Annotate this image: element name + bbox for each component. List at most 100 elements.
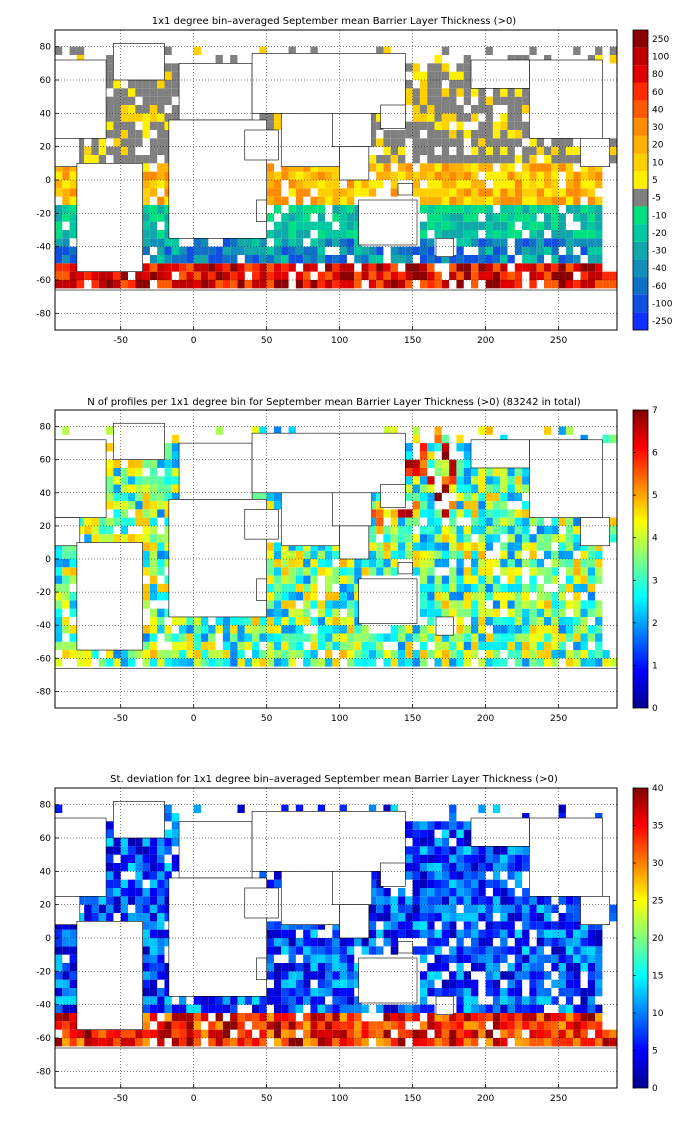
heat-cell — [303, 567, 311, 576]
heat-cell — [580, 434, 588, 444]
colorbar-label: 20 — [652, 141, 664, 151]
heat-cell — [419, 138, 428, 147]
heat-cell — [55, 641, 63, 651]
heat-cell — [157, 163, 165, 172]
heat-cell — [55, 946, 63, 955]
heat-cell — [485, 979, 493, 988]
land-area — [54, 817, 107, 897]
heat-cell — [368, 517, 377, 526]
heat-cell — [485, 467, 493, 477]
heat-cell — [551, 979, 559, 988]
heat-cell — [507, 255, 515, 264]
heat-cell — [427, 946, 435, 955]
heat-cell — [171, 238, 180, 247]
heat-cell — [55, 1021, 63, 1030]
heat-cell — [135, 650, 143, 659]
heat-cell — [441, 896, 450, 905]
panel-profile-count: N of profiles per 1x1 degree bin for Sep… — [36, 397, 658, 724]
heat-cell — [215, 263, 223, 272]
heat-cell — [471, 583, 479, 593]
heat-cell — [456, 650, 464, 659]
heat-cell — [149, 963, 158, 972]
colorbar-swatch — [633, 153, 648, 172]
heat-cell — [113, 476, 121, 485]
heat-cell — [142, 929, 150, 938]
heat-cell — [463, 592, 472, 601]
heat-cell — [573, 913, 581, 922]
heat-cell — [149, 113, 158, 122]
heat-cell — [230, 271, 238, 280]
heat-cell — [376, 280, 384, 289]
heat-cell — [149, 501, 158, 510]
heat-cell — [456, 80, 464, 89]
heat-cell — [551, 592, 559, 601]
heat-cell — [142, 854, 150, 863]
heat-cell — [149, 641, 158, 651]
heat-cell — [449, 188, 457, 197]
heat-cell — [507, 188, 515, 197]
heat-cell — [405, 921, 413, 930]
heat-cell — [157, 484, 165, 493]
heat-cell — [120, 913, 128, 922]
heat-cell — [230, 641, 238, 651]
heat-cell — [463, 871, 472, 880]
heat-cell — [266, 213, 274, 222]
heat-cell — [157, 1021, 165, 1030]
heat-cell — [237, 616, 245, 626]
heat-cell — [157, 616, 165, 626]
heat-cell — [580, 650, 588, 659]
heat-cell — [55, 263, 63, 272]
heat-cell — [463, 929, 472, 938]
heat-cell — [208, 1038, 216, 1047]
heat-cell — [113, 888, 121, 897]
heat-cell — [325, 550, 333, 559]
heat-cell — [412, 1038, 420, 1047]
heat-cell — [529, 1029, 537, 1038]
heat-cell — [507, 467, 515, 477]
heat-cell — [361, 650, 369, 659]
heat-cell — [449, 813, 457, 822]
heat-cell — [288, 550, 296, 559]
heat-cell — [368, 542, 377, 551]
heat-cell — [142, 971, 150, 980]
colorbar-label: 3 — [652, 576, 658, 586]
heat-cell — [471, 205, 479, 214]
heat-cell — [164, 121, 172, 130]
heat-cell — [463, 188, 472, 197]
heat-cell — [492, 971, 501, 980]
heat-cell — [522, 476, 530, 485]
heat-cell — [398, 658, 406, 667]
heat-cell — [317, 804, 326, 813]
land-mask — [54, 801, 618, 1089]
heat-cell — [273, 658, 282, 667]
heat-cell — [412, 1004, 420, 1013]
colorbar-label: 100 — [652, 52, 669, 62]
heat-cell — [463, 650, 472, 659]
heat-cell — [558, 146, 566, 155]
heat-cell — [507, 921, 515, 930]
heat-cell — [580, 213, 588, 222]
heat-cell — [215, 255, 223, 264]
heat-cell — [164, 280, 172, 289]
heat-cell — [84, 1029, 92, 1038]
heatmap-cells — [55, 46, 617, 289]
heat-cell — [142, 205, 150, 214]
heat-cell — [200, 238, 209, 247]
heat-cell — [55, 559, 63, 568]
heat-cell — [587, 1004, 596, 1013]
heat-cell — [208, 246, 216, 255]
heat-cell — [281, 163, 289, 172]
heat-cell — [485, 567, 493, 576]
heat-cell — [456, 1004, 464, 1013]
heat-cell — [551, 946, 559, 955]
heat-cell — [419, 451, 428, 460]
heat-cell — [419, 467, 428, 477]
heat-cell — [266, 567, 274, 576]
heat-cell — [449, 80, 457, 89]
heat-cell — [325, 946, 333, 955]
heat-cell — [113, 459, 121, 468]
heat-cell — [346, 963, 355, 972]
heat-cell — [398, 138, 406, 147]
heat-cell — [149, 1029, 158, 1038]
heat-cell — [193, 641, 201, 651]
